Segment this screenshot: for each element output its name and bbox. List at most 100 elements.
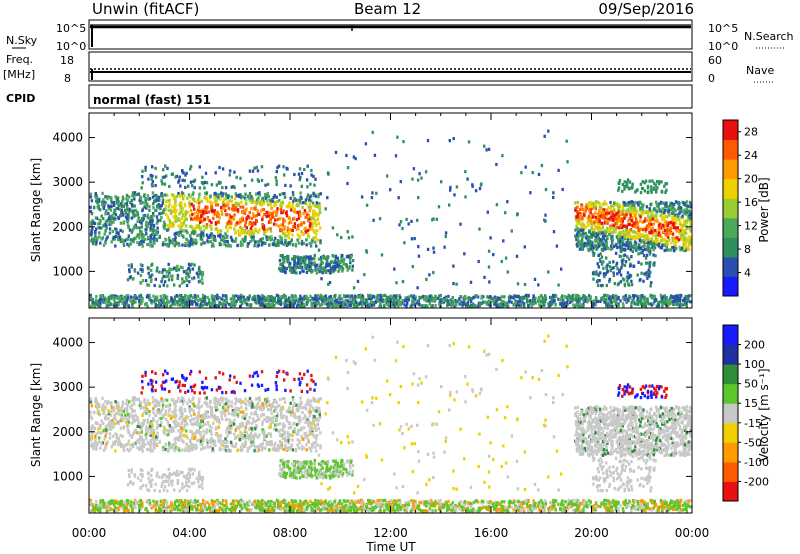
echo-cell bbox=[191, 184, 194, 188]
echo-cell bbox=[594, 211, 597, 215]
echo-cell bbox=[444, 234, 447, 238]
echo-cell bbox=[290, 270, 293, 274]
echo-cell bbox=[674, 209, 677, 213]
echo-cell bbox=[278, 217, 282, 221]
echo-cell bbox=[560, 267, 563, 271]
echo-cell bbox=[198, 304, 201, 308]
echo-cell bbox=[208, 219, 211, 223]
echo-cell bbox=[680, 294, 683, 298]
echo-cell bbox=[661, 207, 664, 211]
echo-cell bbox=[163, 268, 166, 272]
echo-cell bbox=[402, 140, 405, 144]
echo-cell bbox=[417, 254, 421, 258]
echo-cell bbox=[269, 298, 272, 302]
echo-cell bbox=[239, 176, 242, 180]
echo-cell bbox=[305, 270, 309, 274]
echo-cell bbox=[674, 239, 678, 243]
echo-cell bbox=[209, 195, 212, 199]
echo-cell bbox=[313, 253, 316, 257]
echo-cell bbox=[219, 196, 222, 200]
echo-cell bbox=[152, 294, 155, 298]
echo-cell bbox=[183, 194, 186, 198]
echo-cell bbox=[287, 303, 291, 308]
echo-cell bbox=[612, 265, 615, 270]
echo-cell bbox=[167, 278, 171, 282]
echo-cell bbox=[186, 296, 190, 301]
echo-cell bbox=[574, 303, 577, 307]
echo-cell bbox=[225, 193, 228, 197]
echo-cell bbox=[277, 294, 280, 298]
echo-cell bbox=[296, 233, 299, 237]
echo-cell bbox=[476, 304, 480, 308]
echo-cell bbox=[248, 210, 251, 215]
echo-cell bbox=[168, 219, 171, 223]
echo-cell bbox=[160, 192, 163, 196]
echo-cell bbox=[338, 300, 341, 304]
echo-cell bbox=[205, 302, 208, 306]
echo-cell bbox=[309, 222, 312, 226]
echo-cell bbox=[603, 300, 606, 304]
echo-cell bbox=[360, 195, 364, 199]
echo-cell bbox=[181, 213, 185, 217]
echo-cell bbox=[183, 179, 186, 183]
echo-cell bbox=[653, 181, 656, 185]
echo-cell bbox=[623, 253, 627, 257]
echo-cell bbox=[220, 302, 223, 306]
echo-cell bbox=[140, 217, 144, 221]
echo-cell bbox=[113, 217, 116, 221]
echo-cell bbox=[659, 214, 662, 218]
echo-cell bbox=[619, 242, 622, 246]
echo-cell bbox=[667, 206, 670, 210]
echo-cell bbox=[138, 303, 141, 307]
echo-cell bbox=[320, 297, 323, 301]
echo-cell bbox=[126, 208, 130, 212]
echo-cell bbox=[659, 293, 663, 297]
echo-cell bbox=[373, 295, 376, 299]
echo-cell bbox=[579, 216, 583, 220]
echo-cell bbox=[461, 303, 464, 307]
echo-cell bbox=[93, 304, 97, 308]
echo-cell bbox=[213, 235, 217, 239]
echo-cell bbox=[589, 244, 592, 248]
echo-cell bbox=[598, 279, 601, 283]
echo-cell bbox=[312, 213, 315, 217]
echo-cell bbox=[395, 299, 399, 303]
echo-cell bbox=[639, 297, 643, 302]
echo-cell bbox=[126, 242, 129, 246]
echo-cell bbox=[97, 303, 100, 307]
echo-cell bbox=[317, 257, 321, 261]
echo-cell bbox=[89, 293, 92, 297]
echo-cell bbox=[181, 301, 184, 305]
echo-cell bbox=[183, 280, 186, 284]
echo-cell bbox=[224, 204, 227, 208]
echo-cell bbox=[126, 298, 129, 302]
echo-cell bbox=[243, 236, 247, 240]
echo-cell bbox=[152, 212, 155, 216]
echo-cell bbox=[309, 199, 313, 203]
velocity-cells bbox=[89, 334, 693, 514]
echo-cell bbox=[151, 195, 155, 199]
echo-cell bbox=[289, 299, 292, 303]
echo-cell bbox=[173, 302, 176, 306]
echo-cell bbox=[627, 219, 630, 223]
echo-cell bbox=[425, 277, 428, 281]
echo-cell bbox=[566, 160, 569, 164]
echo-cell bbox=[668, 300, 671, 304]
echo-cell bbox=[468, 296, 471, 300]
echo-cell bbox=[650, 222, 653, 226]
echo-cell bbox=[401, 280, 405, 284]
echo-cell bbox=[147, 197, 150, 202]
echo-cell bbox=[543, 299, 547, 303]
echo-cell bbox=[664, 204, 667, 209]
echo-cell bbox=[300, 184, 303, 188]
echo-cell bbox=[625, 213, 628, 217]
echo-cell bbox=[661, 300, 664, 304]
echo-cell bbox=[265, 214, 268, 218]
echo-cell bbox=[176, 301, 179, 305]
echo-cell bbox=[680, 302, 683, 306]
echo-cell bbox=[146, 194, 150, 198]
echo-cell bbox=[261, 218, 264, 222]
echo-cell bbox=[197, 208, 200, 212]
echo-cell bbox=[290, 304, 293, 308]
